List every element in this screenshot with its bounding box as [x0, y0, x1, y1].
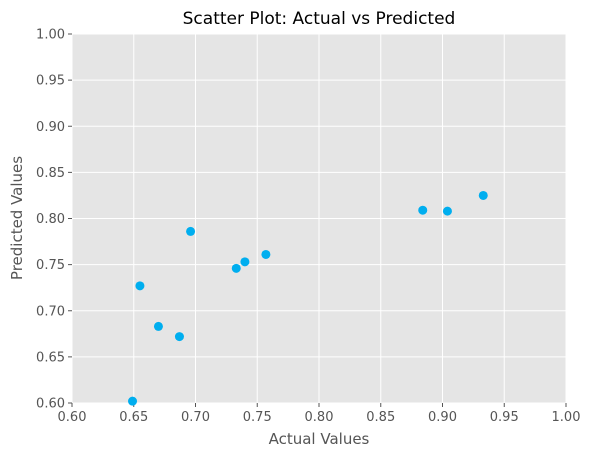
data-point	[186, 226, 196, 236]
x-tick-label: 1.00	[552, 410, 581, 425]
x-axis-ticks: 0.60 0.65 0.70 0.75 0.80 0.85 0.90 0.95 1.00	[58, 403, 581, 425]
x-tick-label: 0.90	[428, 410, 457, 425]
data-point	[128, 396, 138, 406]
y-axis-label: Predicted Values	[8, 156, 26, 280]
x-tick-label: 0.60	[58, 410, 87, 425]
y-axis-ticks: 0.60 0.65 0.70 0.75 0.80 0.85 0.90 0.95 1.00	[36, 28, 72, 412]
data-point	[240, 257, 250, 267]
y-tick-label: 0.80	[36, 212, 65, 227]
y-tick-label: 0.90	[36, 120, 65, 135]
x-tick-label: 0.65	[119, 410, 148, 425]
y-tick-label: 0.95	[36, 74, 65, 89]
y-tick-label: 0.70	[36, 304, 65, 319]
data-point	[231, 263, 241, 273]
x-axis-label: Actual Values	[269, 430, 370, 448]
x-tick-label: 0.95	[490, 410, 519, 425]
y-tick-label: 0.60	[36, 397, 65, 412]
data-point	[153, 321, 163, 331]
data-point	[418, 205, 428, 215]
chart-title: Scatter Plot: Actual vs Predicted	[183, 9, 456, 29]
data-point	[135, 281, 145, 291]
x-tick-label: 0.70	[181, 410, 210, 425]
x-tick-label: 0.75	[243, 410, 272, 425]
data-points	[128, 190, 488, 406]
y-tick-label: 0.75	[36, 258, 65, 273]
y-tick-label: 0.85	[36, 166, 65, 181]
y-tick-label: 1.00	[36, 28, 65, 43]
x-tick-label: 0.80	[305, 410, 334, 425]
data-point	[174, 332, 184, 342]
y-tick-label: 0.65	[36, 350, 65, 365]
x-tick-label: 0.85	[366, 410, 395, 425]
data-point	[261, 249, 271, 259]
data-point	[478, 190, 488, 200]
data-point	[442, 206, 452, 216]
